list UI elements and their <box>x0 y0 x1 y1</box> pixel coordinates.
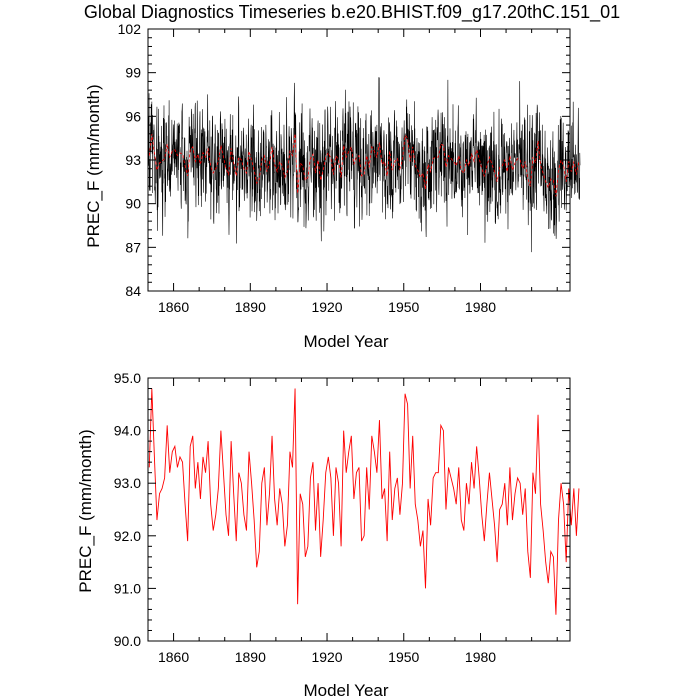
bottom-panel-plot <box>148 388 580 615</box>
top-y-tick-label: 87 <box>125 239 141 255</box>
bottom-panel-axes: 1860 1890 1920 1950 1980 90.0 91.0 92.0 93.0 94.0… <box>114 370 570 665</box>
bottom-y-tick-label: 91.0 <box>114 580 141 596</box>
top-x-tick-label: 1860 <box>158 299 189 315</box>
chart-title: Global Diagnostics Timeseries b.e20.BHIS… <box>84 2 620 23</box>
top-y-tick-label: 96 <box>125 108 141 124</box>
top-y-tick-label: 84 <box>125 283 141 299</box>
series-line-monthly <box>147 77 581 253</box>
bottom-panel-y-label: PREC_F (mm/month) <box>76 429 95 592</box>
bottom-y-tick-label: 90.0 <box>114 633 141 649</box>
top-y-tick-label: 90 <box>125 196 141 212</box>
top-x-tick-label: 1890 <box>235 299 266 315</box>
bottom-y-tick-label: 92.0 <box>114 528 141 544</box>
top-x-tick-label: 1950 <box>388 299 419 315</box>
top-panel-x-label: Model Year <box>303 332 388 351</box>
bottom-x-tick-label: 1890 <box>235 649 266 665</box>
top-panel-axes: 1860 1890 1920 1950 1980 84 87 90 93 96 99 102 <box>118 21 570 315</box>
bottom-panel-frame <box>147 377 571 642</box>
top-x-tick-label: 1980 <box>465 299 496 315</box>
top-y-tick-label: 99 <box>125 65 141 81</box>
top-y-tick-label: 93 <box>125 152 141 168</box>
bottom-x-tick-label: 1920 <box>311 649 342 665</box>
top-y-tick-label: 102 <box>118 21 142 37</box>
series-line-annual-mean <box>148 388 580 615</box>
bottom-y-tick-label: 95.0 <box>114 370 141 386</box>
top-panel-plot <box>147 77 581 253</box>
bottom-panel-x-label: Model Year <box>303 681 388 700</box>
top-panel-y-label: PREC_F (mm/month) <box>84 84 103 247</box>
bottom-x-tick-label: 1980 <box>465 649 496 665</box>
bottom-x-tick-label: 1860 <box>158 649 189 665</box>
top-x-tick-label: 1920 <box>311 299 342 315</box>
bottom-x-tick-label: 1950 <box>388 649 419 665</box>
bottom-y-tick-label: 94.0 <box>114 423 141 439</box>
bottom-y-tick-label: 93.0 <box>114 475 141 491</box>
